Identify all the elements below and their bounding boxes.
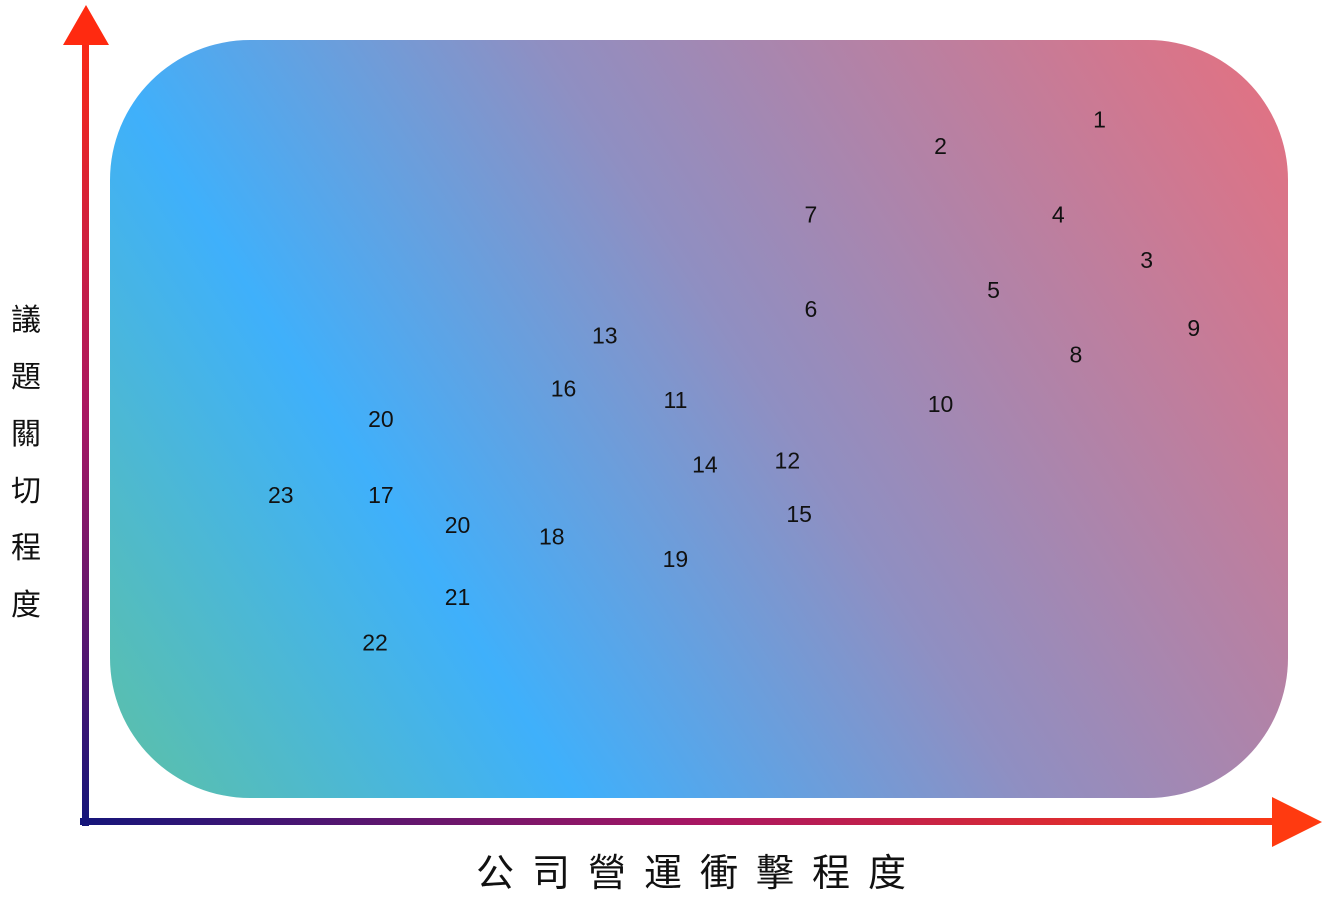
- point-label-20: 20: [368, 406, 394, 432]
- point-label-17: 17: [368, 482, 394, 508]
- point-label-1: 1: [1093, 107, 1106, 133]
- point-label-21: 21: [445, 584, 471, 610]
- point-label-15: 15: [786, 501, 812, 527]
- y-axis-label-char: 度: [11, 588, 41, 623]
- point-label-12: 12: [775, 448, 801, 474]
- x-axis-line: [80, 818, 1288, 825]
- point-label-14: 14: [692, 451, 718, 477]
- point-label-7: 7: [805, 201, 818, 227]
- point-label-8: 8: [1070, 342, 1083, 368]
- y-axis-arrow: [63, 5, 109, 45]
- y-axis-label-char: 程: [11, 531, 41, 566]
- y-axis-label-char: 關: [11, 417, 41, 452]
- point-label-13: 13: [592, 323, 618, 349]
- y-axis-label-char: 議: [11, 303, 41, 338]
- point-label-18: 18: [539, 523, 565, 549]
- point-label-16: 16: [551, 376, 577, 402]
- point-label-22: 22: [362, 630, 388, 656]
- point-label-5: 5: [987, 277, 1000, 303]
- point-label-23: 23: [268, 482, 294, 508]
- y-axis-label-char: 切: [11, 474, 41, 509]
- y-axis-label: 議題關切程度: [6, 292, 46, 634]
- point-label-9: 9: [1187, 315, 1200, 341]
- point-label-10: 10: [928, 391, 954, 417]
- point-label-6: 6: [805, 296, 818, 322]
- x-axis-label: 公司營運衝擊程度: [475, 851, 924, 895]
- point-label-2: 2: [934, 133, 947, 159]
- point-label-19: 19: [663, 546, 689, 572]
- point-label-4: 4: [1052, 201, 1065, 227]
- point-label-20: 20: [445, 512, 471, 538]
- y-axis-label-char: 題: [11, 360, 41, 395]
- x-axis-arrow: [1272, 797, 1322, 847]
- plot-background: [110, 40, 1288, 798]
- point-label-3: 3: [1140, 247, 1153, 273]
- y-axis-line: [82, 40, 89, 826]
- point-label-11: 11: [663, 387, 687, 413]
